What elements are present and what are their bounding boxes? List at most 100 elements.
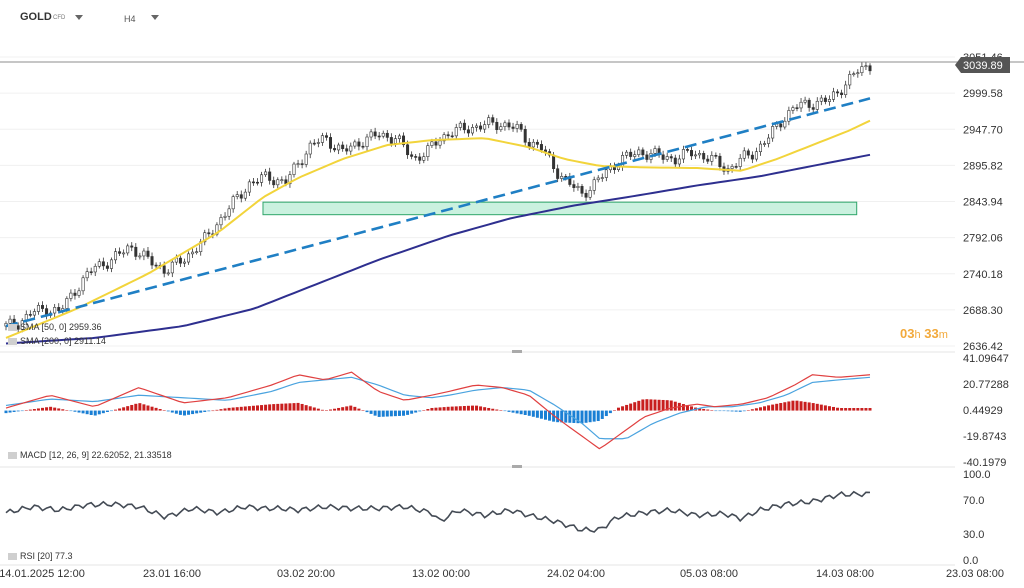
candle-body — [446, 134, 450, 137]
macd-histogram-bar — [353, 406, 357, 411]
macd-histogram-bar — [434, 407, 438, 411]
candle-body — [345, 148, 349, 152]
candle-body — [539, 144, 543, 151]
candle-body — [458, 122, 462, 128]
macd-histogram-bar — [556, 410, 560, 423]
candle-body — [85, 271, 89, 279]
legend-sma200[interactable]: SMA [200, 0] 2911.14 — [8, 336, 106, 346]
macd-histogram-bar — [300, 403, 304, 411]
macd-histogram-bar — [268, 404, 272, 411]
candle-body — [36, 305, 40, 312]
macd-histogram-bar — [36, 408, 40, 411]
macd-histogram-bar — [706, 409, 710, 411]
macd-histogram-bar — [787, 401, 791, 411]
macd-histogram-bar — [397, 410, 401, 416]
candle-body — [803, 99, 807, 103]
candle-body — [349, 145, 353, 152]
candle-body — [280, 179, 284, 182]
candle-body — [308, 142, 312, 155]
candle-body — [860, 66, 864, 74]
candle-body — [677, 158, 681, 165]
macd-histogram-bar — [341, 407, 345, 411]
candle-body — [393, 138, 397, 144]
macd-histogram-bar — [243, 406, 247, 411]
macd-histogram-bar — [337, 407, 341, 411]
symbol-name[interactable]: GOLD — [20, 11, 52, 23]
macd-histogram-bar — [718, 410, 722, 412]
legend-rsi[interactable]: RSI [20] 77.3 — [8, 551, 73, 561]
macd-histogram-bar — [507, 410, 511, 412]
macd-histogram-bar — [105, 410, 109, 412]
candle-countdown: 03h 33m — [900, 326, 948, 341]
candle-body — [73, 292, 77, 296]
price-candles — [4, 62, 872, 333]
macd-histogram-bar — [69, 410, 73, 412]
candle-body — [694, 154, 698, 157]
macd-histogram-bar — [308, 406, 312, 411]
macd-histogram-bar — [4, 410, 8, 414]
indicator-settings-icon[interactable] — [8, 452, 17, 460]
indicator-settings-icon[interactable] — [8, 338, 17, 346]
time-tick-label: 23.03 08:00 — [946, 568, 1004, 580]
macd-histogram-bar — [799, 401, 803, 411]
macd-histogram-bar — [462, 406, 466, 411]
candle-body — [410, 154, 414, 157]
macd-histogram-bar — [215, 409, 219, 411]
macd-histogram-bar — [219, 409, 223, 411]
candle-body — [239, 194, 243, 199]
macd-histogram-bar — [458, 406, 462, 411]
macd-histogram-bar — [126, 406, 130, 411]
indicator-settings-icon[interactable] — [8, 324, 17, 332]
chevron-down-icon[interactable] — [151, 15, 159, 20]
chevron-down-icon[interactable] — [75, 15, 83, 20]
macd-histogram-bar — [831, 406, 835, 411]
macd-histogram-bar — [154, 407, 158, 411]
candle-body — [669, 156, 673, 159]
macd-histogram-bar — [564, 410, 568, 423]
indicator-settings-icon[interactable] — [8, 553, 17, 561]
candle-body — [215, 224, 219, 235]
price-tick-label: 2636.42 — [963, 341, 1003, 353]
macd-histogram-bar — [730, 410, 734, 412]
macd-histogram-bar — [698, 408, 702, 411]
macd-histogram-bar — [203, 410, 207, 412]
candle-body — [653, 148, 657, 154]
macd-histogram-bar — [292, 403, 296, 411]
macd-histogram-bar — [247, 406, 251, 411]
candle-body — [231, 196, 235, 210]
macd-histogram-bar — [738, 410, 742, 412]
countdown-hours-unit: h — [914, 329, 921, 341]
candle-body — [32, 311, 36, 316]
legend-sma50[interactable]: SMA [50, 0] 2959.36 — [8, 322, 102, 332]
macd-histogram-bar — [852, 408, 856, 411]
candle-body — [65, 298, 69, 309]
candle-body — [150, 256, 154, 266]
macd-histogram-bar — [836, 407, 840, 411]
macd-histogram-bar — [775, 403, 779, 411]
macd-histogram-bar — [414, 410, 418, 413]
timeframe-selector[interactable]: H4 — [124, 14, 136, 24]
panel-resize-handle — [512, 465, 522, 468]
candle-body — [8, 318, 12, 324]
macd-histogram-bar — [235, 407, 239, 411]
macd-histogram-bar — [523, 410, 527, 415]
candle-body — [292, 163, 296, 175]
candle-body — [783, 120, 787, 128]
candle-body — [560, 176, 564, 179]
macd-histogram-bar — [588, 410, 592, 423]
legend-macd[interactable]: MACD [12, 26, 9] 22.62052, 21.33518 — [8, 450, 172, 460]
candle-body — [588, 190, 592, 198]
candle-body — [507, 122, 511, 128]
macd-histogram-bar — [418, 410, 422, 412]
macd-histogram-bar — [483, 407, 487, 411]
rsi-panel — [5, 490, 871, 533]
macd-histogram-bar — [637, 400, 641, 411]
macd-histogram-bar — [101, 410, 105, 414]
candle-body — [191, 251, 195, 255]
candle-body — [556, 168, 560, 179]
candle-body — [730, 166, 734, 169]
candle-body — [272, 180, 276, 186]
candle-body — [673, 157, 677, 165]
candle-body — [690, 150, 694, 157]
macd-histogram-bar — [661, 399, 665, 411]
